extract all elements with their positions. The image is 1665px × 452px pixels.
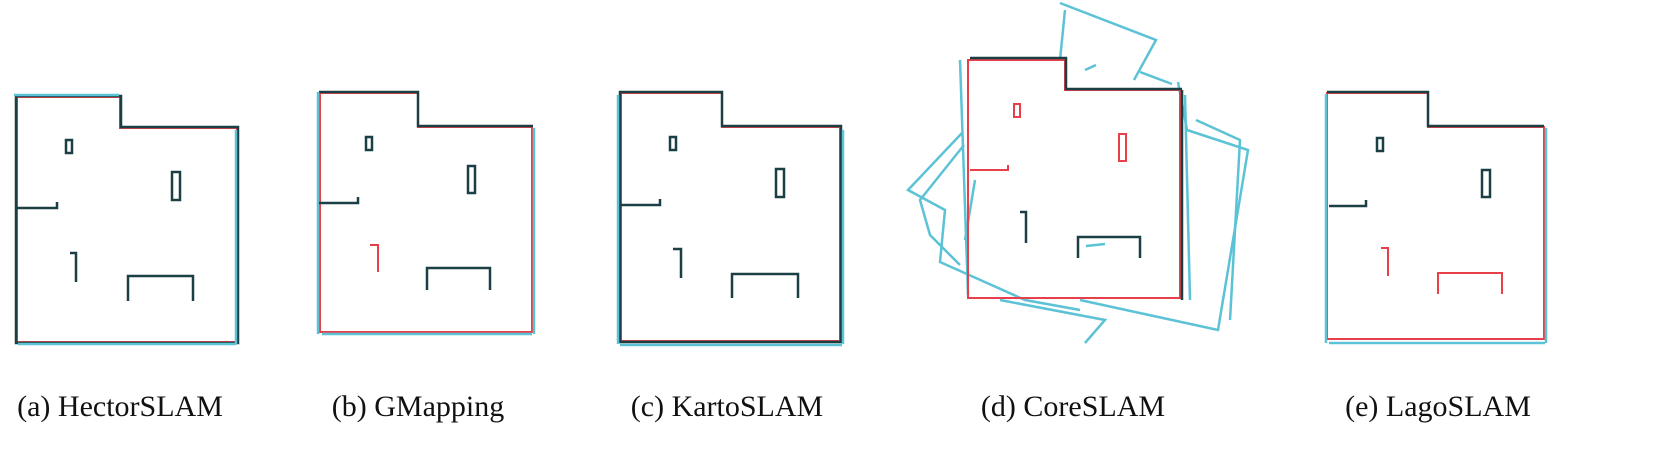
pillar-large	[1118, 133, 1127, 162]
panel-gmapping: (b) GMapping	[300, 0, 560, 452]
pillar-small	[364, 135, 374, 152]
table-shape	[1076, 235, 1142, 258]
drift-trace-4	[1183, 94, 1242, 321]
ground-truth-outline	[967, 59, 1181, 299]
caption-kartoslam: (c) KartoSLAM	[630, 390, 824, 423]
drift-trace-3	[918, 144, 965, 266]
l-wall	[370, 244, 379, 272]
ground-truth-outline	[620, 92, 841, 342]
ground-truth-outline	[319, 92, 533, 333]
drift-trace-1	[1059, 1, 1250, 332]
pillar-large	[170, 170, 182, 202]
ground-truth-outline	[16, 96, 238, 343]
caption-coreslam: (d) CoreSLAM	[980, 390, 1166, 423]
pillar-small	[64, 138, 74, 155]
estimated-outline	[319, 90, 533, 128]
panel-kartoslam: (c) KartoSLAM	[600, 0, 860, 452]
estimated-outline	[970, 56, 1184, 300]
pillar-large	[1480, 168, 1492, 199]
table-shape	[730, 272, 800, 298]
table-shape	[126, 274, 195, 301]
drift-trace-6	[1058, 9, 1173, 86]
panel-lagoslam: (e) LagoSLAM	[1310, 0, 1570, 452]
wall-stub	[1329, 200, 1368, 208]
wall-stub	[17, 202, 59, 210]
table-shape	[1437, 272, 1503, 294]
drift-trace-5	[999, 298, 1108, 344]
map-gmapping	[316, 90, 536, 336]
wall-stub	[970, 165, 1009, 171]
drift-trace-2	[905, 132, 1081, 312]
map-lagoslam	[1324, 90, 1548, 345]
caption-lagoslam: (e) LagoSLAM	[1345, 390, 1531, 423]
l-wall	[70, 251, 78, 282]
l-wall	[1020, 210, 1028, 243]
pillar-small	[1013, 103, 1021, 118]
table-shape	[425, 266, 492, 290]
map-coreslam	[905, 1, 1250, 344]
wall-stub	[621, 199, 662, 207]
drift-trace-7	[958, 59, 977, 296]
map-hectorslam	[14, 93, 240, 346]
estimated-outline	[1327, 90, 1544, 128]
caption-gmapping: (b) GMapping	[331, 390, 505, 423]
caption-hectorslam: (a) HectorSLAM	[17, 390, 223, 423]
pillar-small	[668, 135, 678, 152]
wall-stub	[319, 197, 360, 205]
panel-hectorslam: (a) HectorSLAM	[0, 0, 260, 452]
map-kartoslam	[616, 90, 845, 347]
estimated-outline	[14, 94, 240, 345]
l-wall	[1381, 247, 1389, 276]
pillar-small	[1375, 136, 1385, 153]
pillar-large	[774, 167, 786, 199]
l-wall	[673, 247, 683, 278]
panel-coreslam: (d) CoreSLAM	[900, 0, 1280, 452]
pillar-large	[466, 164, 477, 195]
estimated-outline	[618, 90, 843, 344]
ground-truth-outline	[1326, 92, 1545, 340]
